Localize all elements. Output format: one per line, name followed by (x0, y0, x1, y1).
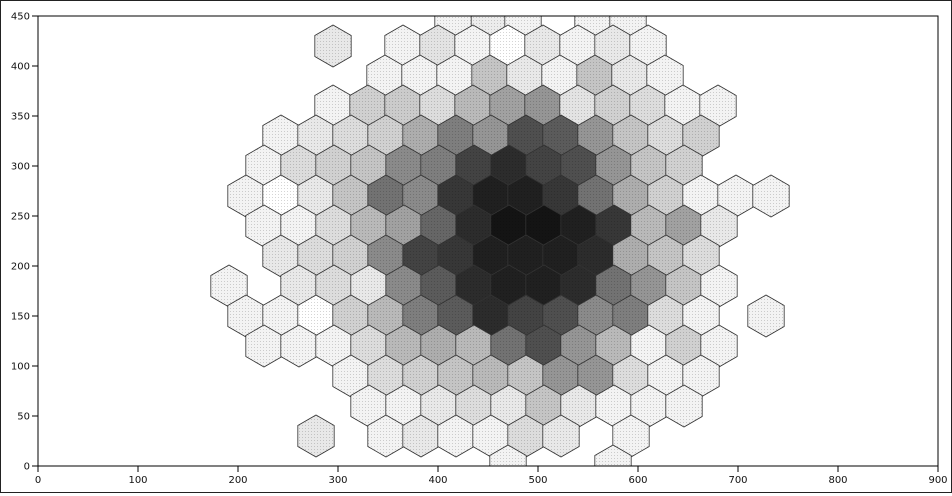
hex-bin (753, 175, 789, 217)
x-tick-label: 600 (628, 475, 647, 486)
hex-bin (298, 415, 334, 457)
x-tick-label: 800 (828, 475, 847, 486)
y-tick-label: 50 (17, 412, 30, 423)
hex-bin-texture (315, 25, 351, 67)
y-tick-label: 300 (11, 162, 30, 173)
x-tick-label: 900 (928, 475, 947, 486)
y-tick-label: 200 (11, 262, 30, 273)
y-tick-label: 450 (11, 12, 30, 23)
hex-bin-texture (753, 175, 789, 217)
y-tick-label: 100 (11, 362, 30, 373)
y-tick-label: 250 (11, 212, 30, 223)
y-tick-label: 0 (24, 462, 30, 473)
y-tick-label: 400 (11, 62, 30, 73)
x-tick-label: 300 (328, 475, 347, 486)
hex-bin-texture (748, 295, 784, 337)
x-tick-label: 500 (528, 475, 547, 486)
y-tick-label: 150 (11, 312, 30, 323)
plot-area (211, 1, 789, 487)
x-tick-label: 100 (128, 475, 147, 486)
x-tick-label: 400 (428, 475, 447, 486)
x-tick-label: 700 (728, 475, 747, 486)
y-axis: 0 50 100 150 200 250 300 350 400 450 (11, 12, 38, 473)
x-tick-label: 200 (228, 475, 247, 486)
hex-bin (315, 25, 351, 67)
y-tick-label: 350 (11, 112, 30, 123)
hex-bin (748, 295, 784, 337)
x-axis: 0 100 200 300 400 500 600 700 800 900 (35, 466, 948, 486)
hex-bin-texture (298, 415, 334, 457)
x-tick-label: 0 (35, 475, 41, 486)
